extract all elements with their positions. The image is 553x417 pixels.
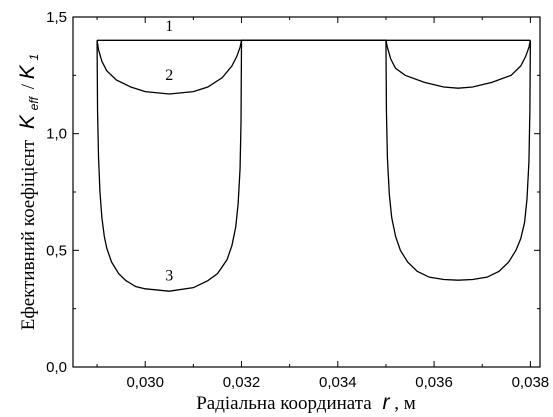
x-tick-label: 0,038	[512, 374, 550, 391]
curve-labels: 1 2 3	[165, 18, 173, 285]
plot-frame	[72, 16, 541, 368]
y-axis-title-text: Ефективний коефіцієнт	[18, 139, 39, 330]
y-axis-slash: /	[18, 83, 39, 89]
y-tick-label: 0,5	[46, 242, 67, 259]
x-axis-title-text: Радіальна координата	[196, 393, 372, 414]
y-tick-label: 0,0	[46, 359, 67, 376]
curves	[96, 39, 532, 292]
x-tick-label: 0,034	[319, 374, 357, 391]
x-tick-label: 0,036	[415, 374, 453, 391]
y-axis-variable-k: K	[16, 114, 39, 129]
y-axis-subscript-1: 1	[27, 54, 41, 61]
x-axis-variable: r	[382, 391, 390, 414]
x-axis-title: Радіальна координата r , м	[196, 391, 416, 414]
x-tick-label: 0,030	[126, 374, 164, 391]
curve-3	[96, 39, 532, 292]
tick-labels: 0,030 0,032 0,034 0,036 0,038 0,0 0,5 1,0 1,5	[46, 9, 549, 391]
y-axis-title: Ефективний коефіцієнт K eff / K 1	[16, 54, 43, 330]
y-tick-label: 1,0	[46, 126, 67, 143]
curve-2	[96, 39, 532, 95]
curve-label-3: 3	[165, 268, 173, 285]
axis-ticks	[73, 16, 540, 368]
y-axis-variable-k1: K	[16, 64, 39, 79]
curve-label-1: 1	[165, 18, 173, 35]
y-axis-subscript-eff: eff	[27, 95, 41, 110]
y-tick-label: 1,5	[46, 9, 67, 26]
curve-label-2: 2	[165, 67, 173, 84]
x-tick-label: 0,032	[223, 374, 261, 391]
x-axis-unit: , м	[394, 393, 416, 414]
